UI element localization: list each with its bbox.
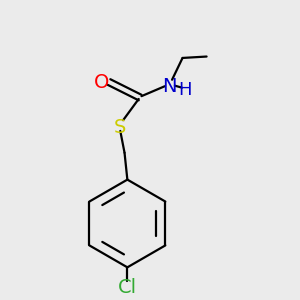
Text: Cl: Cl [118,278,137,297]
Text: O: O [94,73,110,92]
Text: N: N [163,77,177,96]
Text: H: H [178,81,192,99]
Text: S: S [114,118,127,137]
